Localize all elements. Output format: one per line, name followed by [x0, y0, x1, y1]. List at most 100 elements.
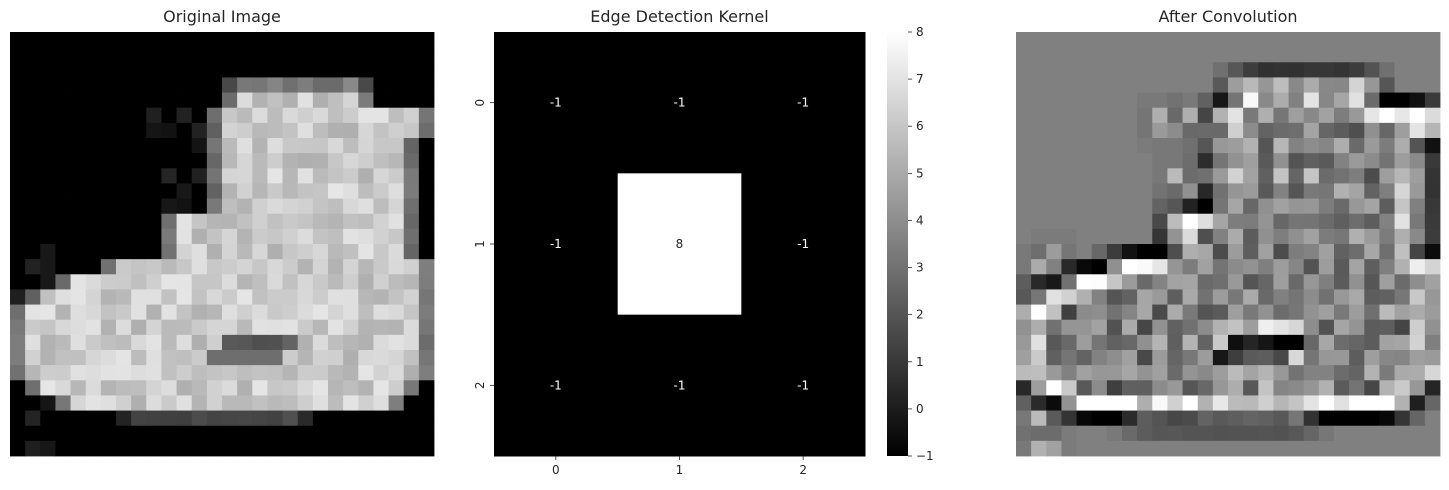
original-pixel	[131, 319, 147, 336]
original-pixel	[343, 213, 359, 230]
original-pixel	[131, 77, 147, 93]
original-pixel	[388, 138, 405, 154]
original-pixel	[131, 425, 147, 442]
original-pixel	[343, 183, 359, 199]
original-pixel	[237, 92, 253, 109]
original-pixel	[312, 380, 329, 396]
original-pixel	[25, 380, 41, 396]
convolved-pixel	[1061, 153, 1077, 169]
original-pixel	[418, 334, 435, 351]
original-pixel	[328, 77, 344, 93]
convolved-pixel	[1167, 77, 1183, 93]
original-pixel	[222, 62, 238, 78]
original-pixel	[222, 213, 238, 230]
original-pixel	[161, 274, 177, 290]
original-pixel	[343, 365, 359, 381]
original-pixel	[388, 334, 405, 351]
convolved-pixel	[1106, 365, 1123, 381]
convolved-pixel	[1152, 259, 1168, 275]
convolved-pixel	[1303, 228, 1320, 245]
convolved-pixel	[1076, 350, 1093, 366]
kernel-cell-label: -1	[797, 237, 809, 251]
original-pixel	[55, 62, 71, 78]
convolved-pixel	[1409, 47, 1426, 63]
original-pixel	[388, 350, 405, 366]
original-pixel	[176, 410, 193, 427]
original-pixel	[418, 319, 435, 336]
original-pixel	[312, 274, 329, 290]
convolved-pixel	[1273, 213, 1289, 230]
convolved-pixel	[1424, 440, 1441, 457]
original-pixel	[25, 77, 41, 93]
convolved-pixel	[1258, 274, 1274, 290]
convolved-pixel	[1349, 153, 1365, 169]
convolved-pixel	[1122, 32, 1138, 48]
original-pixel	[146, 122, 162, 139]
original-pixel	[161, 319, 177, 336]
convolved-pixel	[1197, 259, 1214, 275]
original-pixel	[176, 47, 193, 63]
convolved-pixel	[1288, 440, 1305, 457]
original-pixel	[222, 198, 238, 215]
original-pixel	[116, 62, 132, 78]
original-pixel	[388, 244, 405, 260]
after-convolution-title: After Convolution	[1158, 7, 1298, 26]
convolved-pixel	[1318, 259, 1335, 275]
convolved-pixel	[1409, 304, 1426, 321]
kernel-cell	[741, 314, 866, 457]
convolved-pixel	[1303, 168, 1320, 184]
convolved-pixel	[1091, 122, 1108, 139]
original-pixel	[328, 32, 344, 48]
convolved-pixel	[1106, 92, 1123, 109]
convolved-pixel	[1031, 259, 1047, 275]
original-pixel	[252, 62, 268, 78]
original-pixel	[100, 365, 117, 381]
original-pixel	[252, 425, 268, 442]
convolved-pixel	[1334, 304, 1350, 321]
convolved-pixel	[1394, 244, 1411, 260]
original-pixel	[267, 274, 283, 290]
original-pixel	[358, 319, 374, 336]
convolved-pixel	[1243, 410, 1259, 427]
original-pixel	[403, 289, 420, 305]
original-pixel	[161, 153, 177, 169]
convolved-pixel	[1258, 107, 1274, 124]
convolved-pixel	[1334, 274, 1350, 290]
convolved-pixel	[1424, 62, 1441, 78]
original-pixel	[146, 107, 162, 124]
convolved-pixel	[1334, 77, 1350, 93]
convolved-pixel	[1303, 425, 1320, 442]
original-pixel	[25, 168, 41, 184]
original-pixel	[10, 228, 26, 245]
convolved-pixel	[1258, 410, 1274, 427]
original-pixel	[343, 410, 359, 427]
original-pixel	[70, 350, 87, 366]
convolved-pixel	[1182, 380, 1199, 396]
original-pixel	[343, 77, 359, 93]
convolved-pixel	[1409, 183, 1426, 199]
original-pixel	[222, 289, 238, 305]
original-pixel	[100, 213, 117, 230]
original-pixel	[100, 319, 117, 336]
convolved-pixel	[1016, 32, 1032, 48]
original-pixel	[358, 122, 374, 139]
original-pixel	[191, 62, 208, 78]
original-pixel	[267, 259, 283, 275]
convolved-pixel	[1197, 122, 1214, 139]
original-pixel	[116, 213, 132, 230]
convolved-pixel	[1394, 395, 1411, 411]
convolved-pixel	[1152, 153, 1168, 169]
convolved-pixel	[1152, 440, 1168, 457]
convolved-pixel	[1288, 92, 1305, 109]
original-pixel	[55, 274, 71, 290]
original-pixel	[282, 259, 299, 275]
convolved-pixel	[1091, 32, 1108, 48]
convolved-pixel	[1031, 153, 1047, 169]
original-pixel	[418, 410, 435, 427]
original-pixel	[146, 395, 162, 411]
original-pixel	[176, 168, 193, 184]
convolved-pixel	[1364, 168, 1380, 184]
original-pixel	[328, 304, 344, 321]
convolved-pixel	[1318, 380, 1335, 396]
convolved-pixel	[1228, 410, 1244, 427]
